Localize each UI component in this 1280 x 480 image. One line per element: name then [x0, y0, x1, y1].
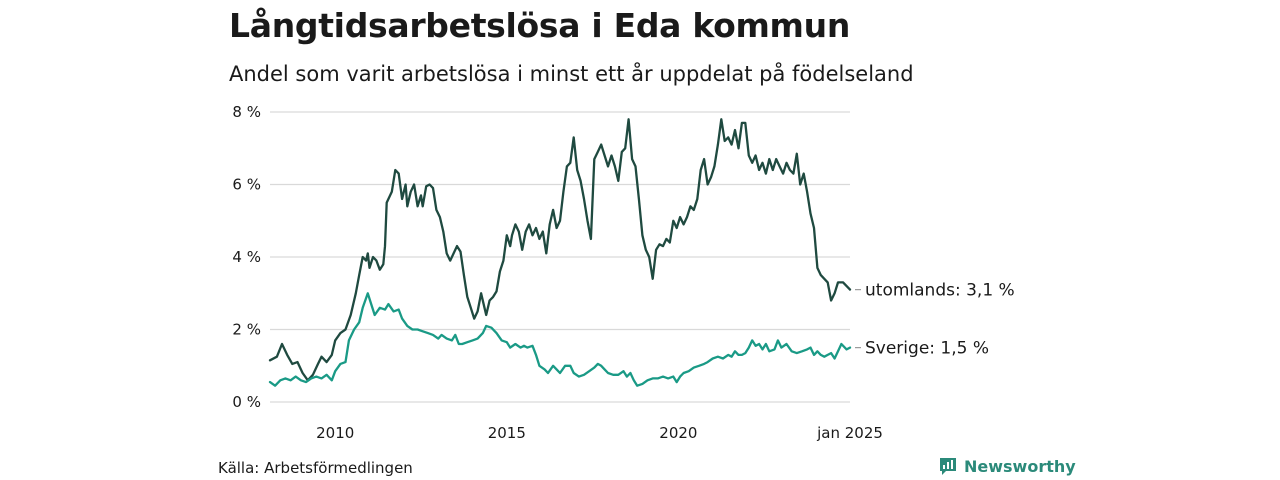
- series-line-sverige: [268, 292, 852, 387]
- y-tick-label: 6 %: [232, 176, 261, 194]
- y-axis-ticks: 0 % 2 % 4 % 6 % 8 %: [232, 103, 261, 411]
- brand-logo: Newsworthy: [938, 456, 1076, 476]
- end-labels: utomlands: 3,1 % Sverige: 1,5 %: [855, 281, 1015, 359]
- brand-name: Newsworthy: [964, 456, 1076, 476]
- y-tick-label: 0 %: [232, 393, 261, 411]
- x-tick-label: 2015: [488, 424, 526, 442]
- x-axis-ticks: 2010 2015 2020 jan 2025: [316, 424, 883, 442]
- series-lines: [268, 118, 852, 387]
- source-note: Källa: Arbetsförmedlingen: [218, 459, 413, 477]
- gridlines: [270, 111, 850, 403]
- series-line-utomlands: [268, 118, 852, 382]
- end-label-utomlands: utomlands: 3,1 %: [865, 281, 1015, 301]
- chart-subtitle: Andel som varit arbetslösa i minst ett å…: [229, 62, 914, 86]
- end-label-sverige: Sverige: 1,5 %: [865, 339, 989, 359]
- y-tick-label: 4 %: [232, 248, 261, 266]
- newsworthy-logo-icon: [940, 458, 956, 475]
- x-tick-label: jan 2025: [816, 424, 883, 442]
- x-tick-label: 2020: [659, 424, 697, 442]
- x-tick-label: 2010: [316, 424, 354, 442]
- chart-title: Långtidsarbetslösa i Eda kommun: [229, 6, 851, 45]
- y-tick-label: 2 %: [232, 321, 261, 339]
- y-tick-label: 8 %: [232, 103, 261, 121]
